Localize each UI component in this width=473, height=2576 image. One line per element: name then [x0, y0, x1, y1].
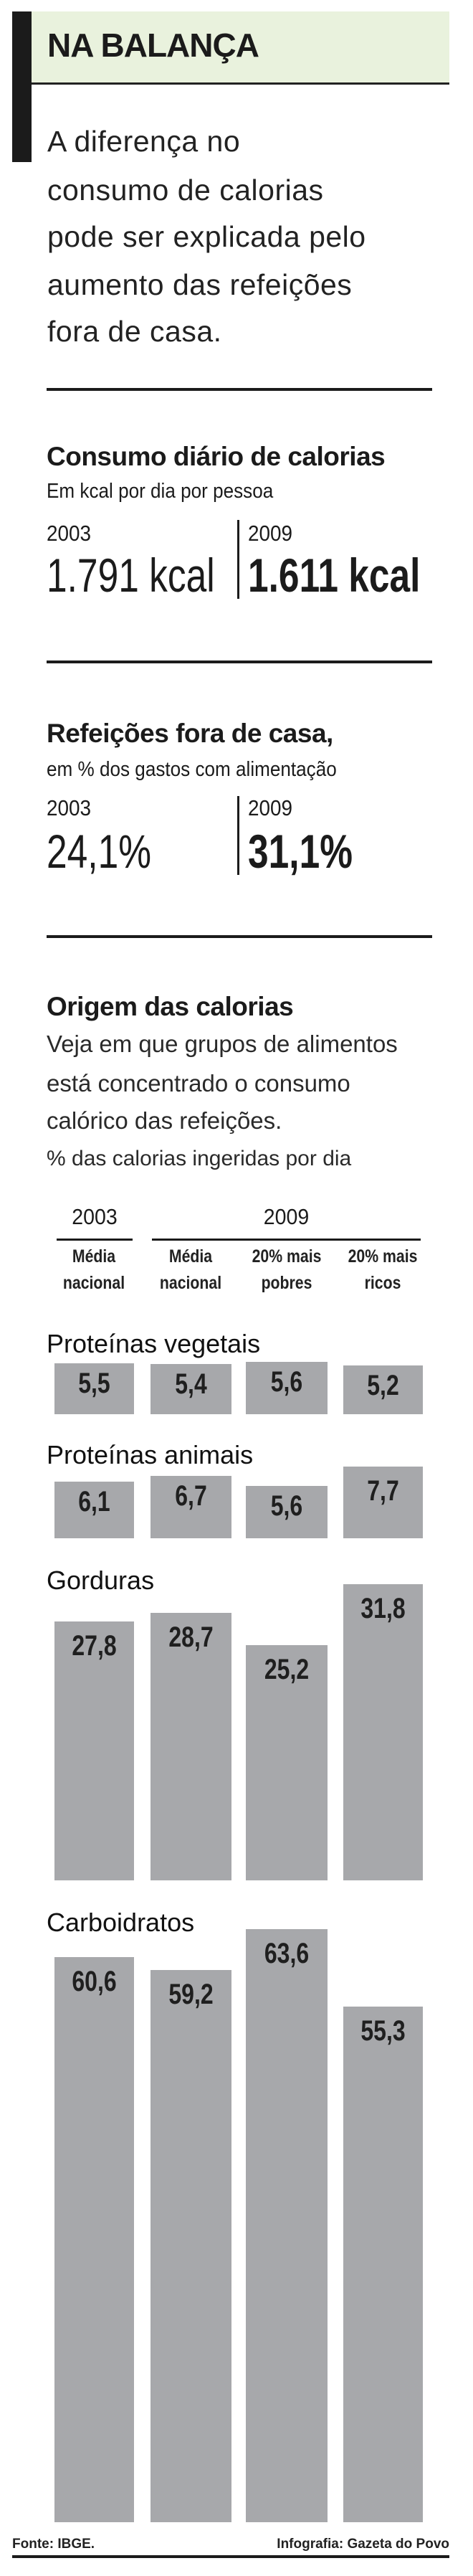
group-label: Proteínas animais	[47, 1440, 254, 1469]
bar-value-label: 28,7	[168, 1621, 214, 1653]
lede-line: fora de casa.	[47, 315, 222, 348]
bar: 5,5	[54, 1363, 134, 1414]
column-label: Média nacional	[159, 1246, 222, 1293]
bar-value-label: 27,8	[72, 1629, 117, 1662]
lede-line: consumo de calorias	[47, 174, 324, 207]
credit-note: Infografia: Gazeta do Povo	[277, 2537, 449, 2552]
header-accent-bar	[12, 11, 32, 162]
bar: 27,8	[54, 1621, 134, 1880]
consumo-year-2009: 2009	[248, 521, 293, 546]
divider	[47, 388, 432, 391]
refeicoes-value-2003: 24,1%	[47, 825, 151, 878]
year-underline	[57, 1239, 133, 1241]
bar: 31,8	[343, 1583, 423, 1880]
refeicoes-subtitle: em % dos gastos com alimentação	[47, 758, 337, 781]
bar: 7,7	[343, 1466, 423, 1538]
divider	[47, 660, 432, 663]
origem-title: Origem das calorias	[47, 992, 294, 1021]
lede-line: pode ser explicada pelo	[47, 220, 366, 253]
bar-value-label: 31,8	[360, 1592, 406, 1624]
bar: 25,2	[246, 1645, 328, 1880]
lede-line: A diferença no	[47, 125, 241, 158]
group-label: Carboidratos	[47, 1908, 195, 1937]
bar-value-label: 25,2	[264, 1654, 310, 1686]
bar-value-label: 55,3	[360, 2015, 406, 2047]
consumo-subtitle: Em kcal por dia por pessoa	[47, 480, 274, 503]
bar-value-label: 5,5	[78, 1367, 110, 1399]
refeicoes-year-2009: 2009	[248, 795, 293, 820]
bar-value-label: 59,2	[168, 1979, 214, 2011]
footer-rule	[12, 2555, 449, 2558]
divider	[47, 935, 432, 938]
bar: 60,6	[54, 1957, 134, 2522]
bar: 5,2	[343, 1365, 423, 1414]
column-label: 20% mais ricos	[348, 1246, 418, 1293]
consumo-value-2003: 1.791 kcal	[47, 549, 215, 602]
consumo-value-2009: 1.611 kcal	[248, 549, 421, 602]
refeicoes-title: Refeições fora de casa,	[47, 719, 333, 748]
bar-value-label: 5,6	[270, 1366, 303, 1398]
bar: 5,6	[246, 1486, 328, 1538]
bar-value-label: 7,7	[367, 1474, 399, 1507]
origem-description-line: calórico das refeições.	[47, 1107, 282, 1134]
lede-line: aumento das refeições	[47, 268, 353, 301]
bar-value-label: 6,1	[78, 1485, 110, 1517]
bar-value-label: 60,6	[72, 1966, 117, 1998]
bar-value-label: 5,2	[367, 1370, 399, 1402]
header-box	[12, 11, 449, 85]
origem-unit: % das calorias ingeridas por dia	[47, 1147, 352, 1170]
origem-description-line: Veja em que grupos de alimentos	[47, 1031, 398, 1057]
bar: 63,6	[246, 1929, 328, 2522]
page-title: NA BALANÇA	[47, 27, 259, 64]
bar: 6,7	[150, 1475, 231, 1538]
group-label: Proteínas vegetais	[47, 1329, 261, 1358]
year-header-2009: 2009	[263, 1204, 310, 1229]
source-note: Fonte: IBGE.	[12, 2537, 95, 2552]
origem-description-line: está concentrado o consumo	[47, 1070, 350, 1097]
year-header-2003: 2003	[72, 1204, 118, 1229]
bar-value-label: 63,6	[264, 1938, 310, 1970]
bar-value-label: 5,4	[175, 1368, 207, 1400]
bar: 5,4	[150, 1363, 231, 1414]
year-underline	[152, 1239, 421, 1241]
bar: 59,2	[150, 1970, 231, 2522]
vertical-divider	[237, 520, 239, 599]
bar: 6,1	[54, 1481, 134, 1538]
refeicoes-value-2009: 31,1%	[248, 825, 353, 878]
bar-value-label: 6,7	[175, 1479, 207, 1512]
consumo-title: Consumo diário de calorias	[47, 442, 386, 471]
bar-value-label: 5,6	[270, 1490, 303, 1523]
refeicoes-year-2003: 2003	[47, 795, 92, 820]
consumo-year-2003: 2003	[47, 521, 92, 546]
vertical-divider	[237, 796, 239, 875]
bar: 55,3	[343, 2007, 423, 2522]
bar: 28,7	[150, 1612, 231, 1880]
column-label: 20% mais pobres	[252, 1246, 322, 1293]
column-label: Média nacional	[62, 1246, 125, 1293]
group-label: Gorduras	[47, 1566, 155, 1595]
bar: 5,6	[246, 1362, 328, 1414]
